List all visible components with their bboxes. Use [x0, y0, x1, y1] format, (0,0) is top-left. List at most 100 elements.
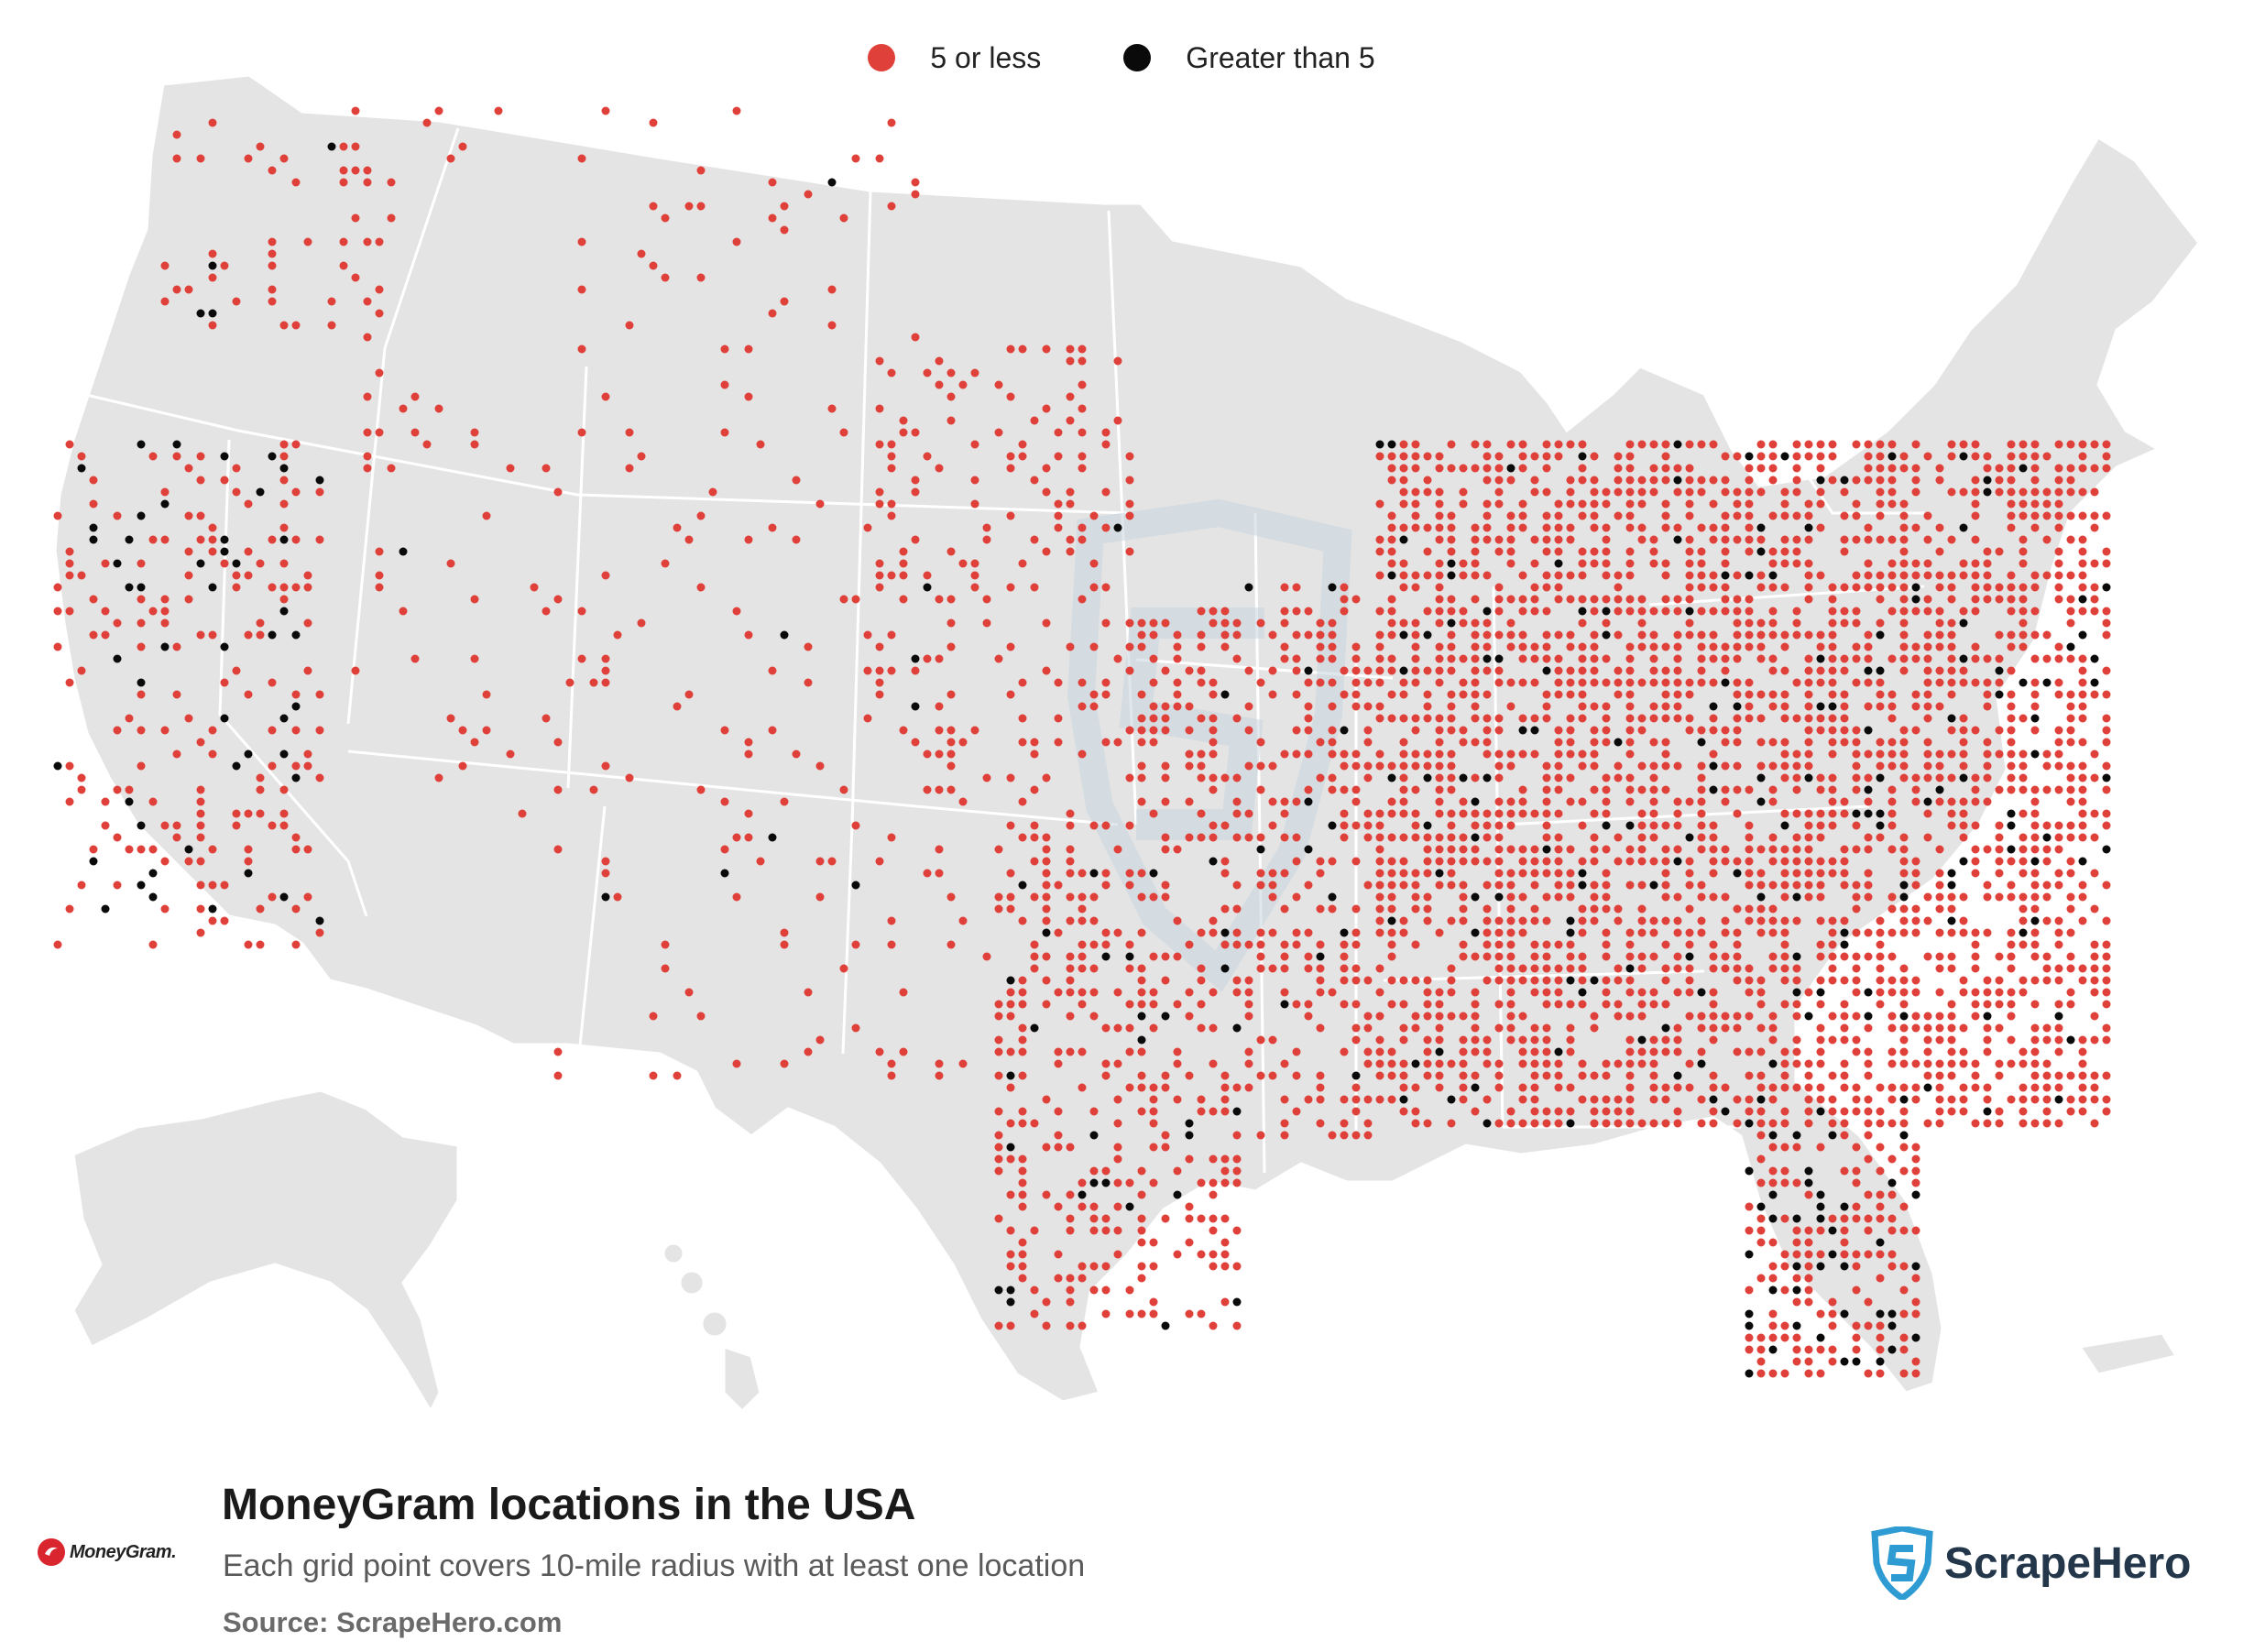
location-dot-high [1673, 857, 1682, 866]
location-dot-low [1947, 571, 1956, 580]
location-dot-low [1959, 797, 1968, 806]
location-dot-low [1828, 1012, 1837, 1021]
location-dot-low [1625, 952, 1635, 961]
location-dot-low [65, 559, 74, 568]
location-dot-low [2102, 988, 2111, 997]
location-dot-low [1971, 511, 1980, 520]
location-dot-low [1602, 940, 1611, 949]
location-dot-low [1542, 452, 1551, 461]
location-dot-low [1768, 1119, 1778, 1128]
location-dot-low [994, 428, 1003, 437]
location-dot-low [1566, 487, 1575, 497]
location-dot-low [1006, 452, 1015, 461]
location-dot-low [1876, 833, 1885, 842]
location-dot-low [1232, 940, 1242, 949]
location-dot-low [339, 166, 348, 175]
location-dot-low [1316, 618, 1325, 628]
location-dot-low [1816, 976, 1825, 985]
location-dot-low [2019, 749, 2028, 759]
location-dot-low [1780, 666, 1789, 675]
location-dot-low [1625, 749, 1635, 759]
location-dot-low [1280, 797, 1289, 806]
location-dot-low [1399, 785, 1408, 794]
location-dot-low [1816, 440, 1825, 449]
location-dot-high [1030, 1023, 1039, 1033]
location-dot-low [1852, 1143, 1861, 1152]
location-dot-low [887, 368, 896, 377]
location-dot-low [268, 261, 277, 270]
location-dot-low [1006, 690, 1015, 699]
location-dot-low [1089, 1262, 1099, 1271]
location-dot-low [1780, 1285, 1789, 1295]
location-dot-low [1387, 833, 1396, 842]
location-dot-low [1435, 535, 1444, 544]
location-dot-low [1471, 1012, 1480, 1021]
location-dot-low [1566, 630, 1575, 640]
location-dot-low [1852, 1202, 1861, 1211]
location-dot-low [148, 535, 158, 544]
location-dot-low [1887, 892, 1897, 902]
location-dot-low [208, 535, 217, 544]
location-dot-low [2054, 678, 2063, 687]
location-dot-low [1066, 845, 1075, 854]
location-dot-low [1745, 476, 1754, 485]
location-dot-low [1745, 869, 1754, 878]
location-dot-low [1280, 618, 1289, 628]
location-dot-low [1483, 940, 1492, 949]
location-dot-low [1804, 1119, 1813, 1128]
location-dot-low [1709, 1000, 1718, 1009]
location-dot-low [1220, 773, 1230, 782]
location-dot-low [1625, 654, 1635, 663]
location-dot-low [1197, 749, 1206, 759]
location-dot-low [1864, 1190, 1873, 1199]
location-dot-low [1840, 607, 1849, 616]
location-dot-low [1137, 892, 1146, 902]
location-dot-low [2054, 833, 2063, 842]
location-dot-low [2019, 833, 2028, 842]
border-line [1383, 969, 1705, 982]
location-dot-low [1887, 583, 1897, 592]
location-dot-low [1768, 797, 1778, 806]
location-dot-low [268, 583, 277, 592]
location-dot-low [1756, 642, 1766, 651]
location-dot-high [1947, 881, 1956, 890]
location-dot-high [1792, 1214, 1801, 1223]
location-dot-high [1792, 1131, 1801, 1140]
location-dot-high [1935, 785, 1944, 794]
location-dot-low [1864, 797, 1873, 806]
location-dot-low [1947, 1035, 1956, 1045]
location-dot-low [696, 511, 706, 520]
location-dot-low [1435, 714, 1444, 723]
location-dot-low [2054, 440, 2063, 449]
location-dot-low [2030, 499, 2040, 509]
location-dot-high [1566, 916, 1575, 925]
location-dot-low [77, 666, 86, 675]
location-dot-low [577, 154, 586, 163]
location-dot-low [1923, 607, 1932, 616]
location-dot-low [899, 547, 908, 556]
location-dot-low [1256, 928, 1265, 937]
location-dot-low [1435, 618, 1444, 628]
location-dot-low [351, 213, 360, 223]
location-dot-low [1828, 869, 1837, 878]
location-dot-high [1899, 1095, 1909, 1104]
location-dot-low [1602, 702, 1611, 711]
location-dot-low [1232, 1166, 1242, 1176]
location-dot-low [1876, 940, 1885, 949]
location-dot-low [1161, 618, 1170, 628]
hawaii-maui-shape [700, 1309, 729, 1339]
location-dot-low [1614, 1095, 1623, 1104]
location-dot-low [1864, 1059, 1873, 1068]
location-dot-low [1459, 904, 1468, 914]
location-dot-low [1733, 964, 1742, 973]
location-dot-low [375, 309, 384, 318]
location-dot-low [1959, 988, 1968, 997]
location-dot-low [1911, 869, 1920, 878]
location-dot-high [1852, 1357, 1861, 1366]
location-dot-low [1899, 523, 1909, 532]
location-dot-high [1089, 1131, 1099, 1140]
location-dot-low [1756, 1214, 1766, 1223]
location-dot-low [1030, 964, 1039, 973]
location-dot-low [1899, 904, 1909, 914]
location-dot-low [732, 607, 741, 616]
